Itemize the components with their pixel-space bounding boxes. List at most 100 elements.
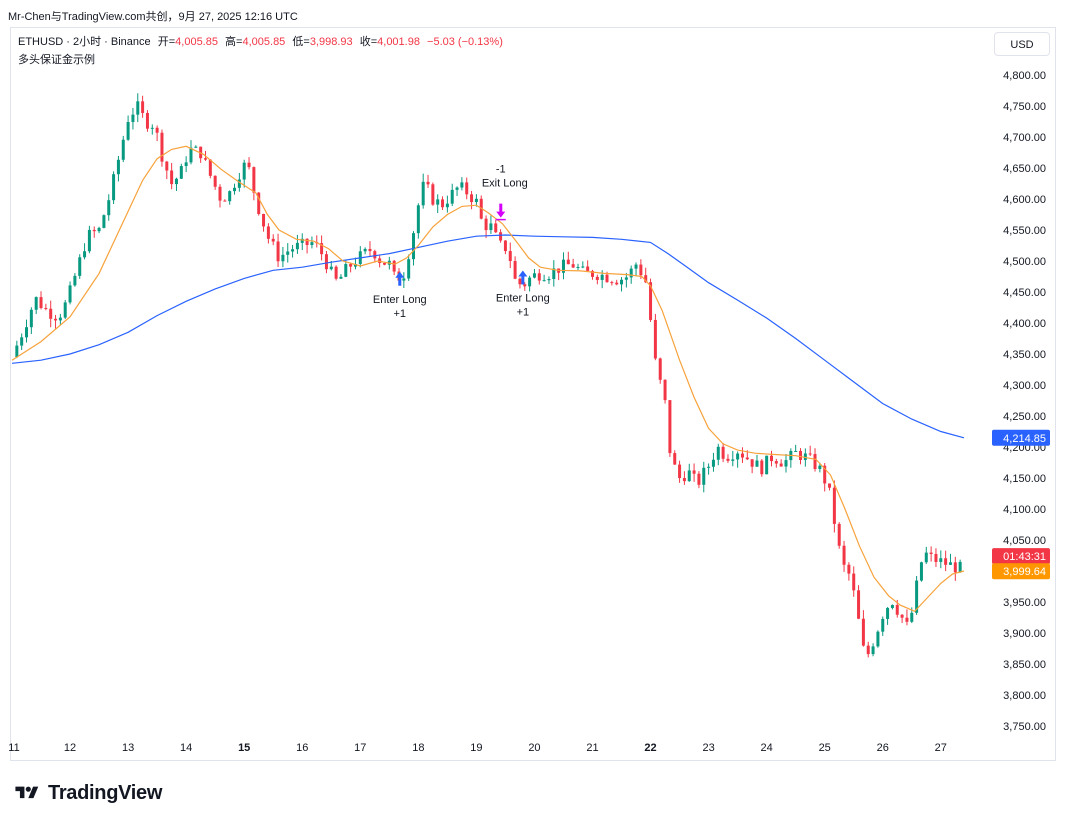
candle-body — [257, 192, 261, 214]
candle-body — [813, 454, 817, 469]
tradingview-logo-text: TradingView — [48, 781, 163, 804]
high-label: 高= — [225, 36, 243, 48]
candle-body — [208, 159, 212, 176]
tradingview-logo[interactable]: TradingView — [12, 780, 162, 806]
candle-body — [808, 453, 812, 455]
candle-body — [484, 218, 488, 231]
enter-long-arrow-icon — [395, 271, 405, 286]
x-tick-label: 14 — [180, 742, 192, 754]
open-value: 4,005.85 — [175, 36, 218, 48]
low-value: 3,998.93 — [309, 36, 353, 48]
candle-body — [682, 478, 686, 482]
candle-body — [131, 114, 135, 122]
y-tick-label: 4,650.00 — [1003, 163, 1046, 175]
y-tick-label: 3,950.00 — [1003, 597, 1046, 609]
candle-body — [919, 562, 923, 581]
candle-body — [223, 200, 227, 202]
candle-body — [441, 199, 445, 208]
x-tick-label: 16 — [296, 742, 308, 754]
candle-body — [174, 178, 178, 185]
candle-body — [460, 182, 464, 188]
candle-body — [528, 277, 532, 287]
candle-body — [15, 345, 19, 358]
chart-frame — [10, 27, 1056, 761]
candle-body — [160, 132, 164, 162]
candle-body — [54, 318, 58, 321]
candle-body — [97, 227, 101, 232]
candle-body — [44, 308, 48, 310]
candle-body — [605, 274, 609, 283]
candle-body — [828, 483, 832, 488]
candle-body — [552, 268, 556, 280]
candle-body — [847, 564, 851, 574]
open-label: 开= — [157, 36, 176, 48]
y-tick-label: 4,350.00 — [1003, 349, 1046, 361]
x-tick-label: 24 — [761, 742, 773, 754]
symbol-title[interactable]: ETHUSD · 2小时 · Binance — [18, 36, 151, 48]
candle-body — [779, 463, 783, 467]
candle-body — [939, 558, 943, 562]
candle-body — [416, 205, 420, 234]
strategy-name[interactable]: 多头保证金示例 — [18, 54, 95, 66]
candle-body — [755, 460, 759, 467]
candle-body — [716, 446, 720, 460]
candle-body — [20, 337, 24, 346]
candle-body — [421, 181, 425, 206]
candle-body — [63, 302, 67, 318]
candle-body — [905, 617, 909, 622]
candle-body — [363, 248, 367, 252]
candle-body — [924, 552, 928, 563]
candle-body — [948, 562, 952, 565]
candle-body — [832, 487, 836, 524]
candle-body — [581, 266, 585, 268]
tradingview-logo-icon — [15, 786, 39, 799]
candle-body — [83, 251, 87, 258]
candle-body — [68, 285, 72, 303]
x-tick-label: 12 — [64, 742, 76, 754]
candle-body — [470, 194, 474, 203]
candle-body — [658, 358, 662, 380]
candle-body — [431, 184, 435, 205]
candle-body — [644, 275, 648, 283]
candle-body — [803, 453, 807, 460]
x-tick-label: 11 — [8, 742, 19, 754]
candle-body — [508, 251, 512, 262]
candle-body — [426, 181, 430, 185]
y-tick-label: 4,250.00 — [1003, 411, 1046, 423]
candle-body — [876, 631, 880, 647]
candle-body — [436, 199, 440, 205]
candle-body — [726, 458, 730, 461]
candle-body — [532, 273, 536, 278]
candle-body — [378, 258, 382, 264]
y-tick-label: 3,800.00 — [1003, 690, 1046, 702]
y-tick-label: 4,050.00 — [1003, 535, 1046, 547]
candle-body — [392, 260, 396, 272]
low-label: 低= — [292, 36, 310, 48]
y-tick-label: 4,750.00 — [1003, 101, 1046, 113]
candle-body — [610, 282, 614, 284]
candle-body — [87, 229, 91, 252]
price-badge — [992, 429, 1050, 446]
x-tick-label: 27 — [935, 742, 947, 754]
candle-body — [871, 646, 875, 655]
x-tick-label: 17 — [354, 742, 366, 754]
candle-body — [702, 467, 706, 485]
candle-body — [784, 460, 788, 467]
candle-body — [745, 457, 749, 460]
currency-button[interactable]: USD — [994, 32, 1050, 56]
candle-body — [39, 297, 43, 309]
candle-body — [136, 101, 140, 115]
candle-body — [958, 561, 962, 573]
y-tick-label: 4,500.00 — [1003, 256, 1046, 268]
candle-body — [189, 147, 193, 163]
candle-body — [547, 279, 551, 281]
x-tick-label: 20 — [528, 742, 540, 754]
candle-body — [615, 282, 619, 285]
candle-body — [900, 614, 904, 618]
candle-body — [794, 450, 798, 452]
price-badge-label: 4,214.85 — [1003, 433, 1046, 445]
x-tick-label: 15 — [238, 742, 250, 754]
candle-body — [295, 242, 299, 250]
candle-body — [842, 545, 846, 565]
